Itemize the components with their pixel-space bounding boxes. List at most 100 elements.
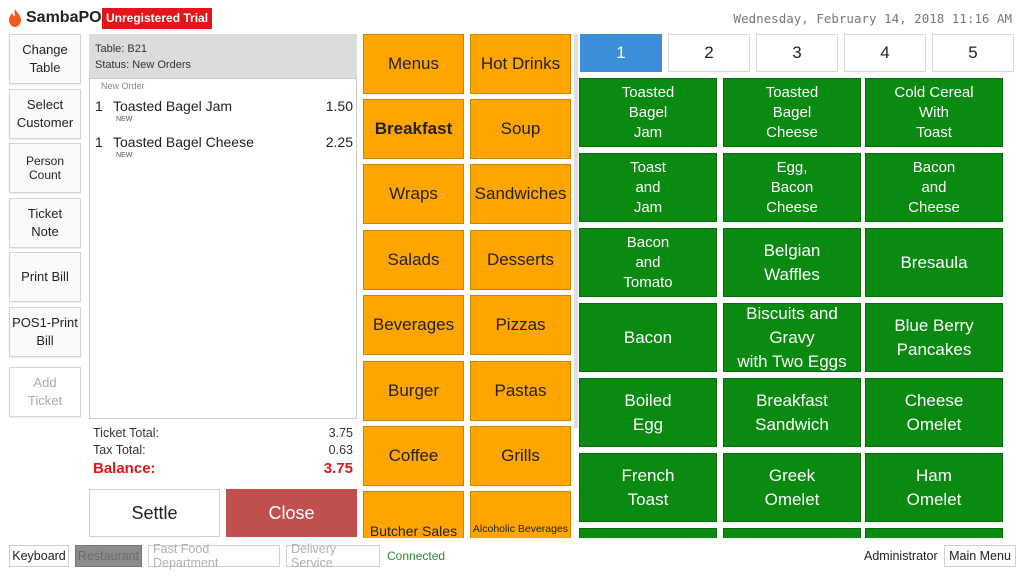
- keyboard-button[interactable]: Keyboard: [9, 545, 69, 567]
- category-grills[interactable]: Grills: [470, 426, 571, 486]
- product-button[interactable]: Bacon: [579, 303, 717, 372]
- order-row[interactable]: 1 Toasted Bagel Jam 1.50 NEW: [95, 98, 353, 132]
- product-button[interactable]: Toasted Bagel Cheese: [723, 78, 861, 147]
- category-soup[interactable]: Soup: [470, 99, 571, 159]
- tax-total-label: Tax Total:: [93, 443, 146, 457]
- app-name: SambaPOS: [26, 9, 113, 26]
- product-button[interactable]: [579, 528, 717, 538]
- product-button[interactable]: French Toast: [579, 453, 717, 522]
- connection-status: Connected: [387, 549, 446, 563]
- category-salads[interactable]: Salads: [363, 230, 464, 290]
- datetime-display: Wednesday, February 14, 2018 11:16 AM: [733, 11, 1012, 26]
- order-new-tag: NEW: [116, 152, 133, 159]
- page-tab-5[interactable]: 5: [932, 34, 1014, 72]
- category-beverages[interactable]: Beverages: [363, 295, 464, 355]
- add-ticket-label: Add Ticket: [27, 375, 63, 408]
- print-bill-button[interactable]: Print Bill: [9, 252, 81, 302]
- header: SambaPOS Unregistered Trial Wednesday, F…: [0, 0, 1024, 34]
- bottom-bar: Keyboard Restaurant Fast Food Department…: [0, 540, 1024, 576]
- tax-total-value: 0.63: [328, 443, 353, 457]
- ticket-total-label: Ticket Total:: [93, 426, 159, 440]
- balance-row: Balance: 3.75: [93, 460, 353, 480]
- order-new-tag: NEW: [116, 116, 133, 123]
- flame-logo-icon: [9, 9, 21, 27]
- category-scrollbar[interactable]: [574, 34, 578, 428]
- order-name: Toasted Bagel Jam: [113, 98, 233, 114]
- order-list[interactable]: New Order 1 Toasted Bagel Jam 1.50 NEW 1…: [89, 78, 357, 419]
- balance-value: 3.75: [323, 460, 353, 477]
- product-button[interactable]: Bacon and Cheese: [865, 153, 1003, 222]
- category-desserts[interactable]: Desserts: [470, 230, 571, 290]
- product-button[interactable]: Egg, Bacon Cheese: [723, 153, 861, 222]
- app-logo: SambaPOS: [8, 7, 112, 29]
- select-customer-label: Select Customer: [16, 97, 74, 130]
- order-qty: 1: [95, 98, 103, 114]
- settle-button[interactable]: Settle: [89, 489, 220, 537]
- trial-badge: Unregistered Trial: [102, 8, 213, 29]
- product-button[interactable]: Bacon and Tomato: [579, 228, 717, 297]
- order-row[interactable]: 1 Toasted Bagel Cheese 2.25 NEW: [95, 134, 353, 168]
- change-table-button[interactable]: Change Table: [9, 34, 81, 84]
- product-button[interactable]: Toasted Bagel Jam: [579, 78, 717, 147]
- ticket-note-button[interactable]: Ticket Note: [9, 198, 81, 248]
- category-breakfast[interactable]: Breakfast: [363, 99, 464, 159]
- order-qty: 1: [95, 134, 103, 150]
- restaurant-button[interactable]: Restaurant: [75, 545, 142, 567]
- order-price: 1.50: [325, 98, 353, 114]
- fast-food-department-button[interactable]: Fast Food Department: [148, 542, 280, 570]
- category-burger[interactable]: Burger: [363, 361, 464, 421]
- product-button[interactable]: Ham Omelet: [865, 453, 1003, 522]
- delivery-service-button[interactable]: Delivery Service: [286, 542, 380, 570]
- add-ticket-button[interactable]: Add Ticket: [9, 367, 81, 417]
- main-menu-button[interactable]: Main Menu: [944, 545, 1016, 567]
- category-wraps[interactable]: Wraps: [363, 164, 464, 224]
- product-button[interactable]: Boiled Egg: [579, 378, 717, 447]
- select-customer-button[interactable]: Select Customer: [9, 89, 81, 139]
- product-grid: Toasted Bagel Jam Toasted Bagel Cheese Col…: [579, 78, 1016, 538]
- ticket-status: Status: New Orders: [95, 59, 191, 71]
- change-table-label: Change Table: [22, 42, 68, 75]
- category-hot-drinks[interactable]: Hot Drinks: [470, 34, 571, 94]
- category-alcoholic-beverages[interactable]: Alcoholic Beverages: [470, 491, 571, 538]
- close-button[interactable]: Close: [226, 489, 357, 537]
- order-name: Toasted Bagel Cheese: [113, 134, 254, 150]
- product-button[interactable]: [865, 528, 1003, 538]
- ticket-total-row: Ticket Total: 3.75: [93, 426, 353, 443]
- product-button[interactable]: Cheese Omelet: [865, 378, 1003, 447]
- product-button[interactable]: Cold Cereal With Toast: [865, 78, 1003, 147]
- category-butcher-sales[interactable]: Butcher Sales: [363, 491, 464, 538]
- table-label: Table: B21: [95, 43, 147, 55]
- print-bill-label: Print Bill: [21, 269, 69, 284]
- product-button[interactable]: Biscuits and Gravy with Two Eggs: [723, 303, 861, 372]
- pos1-print-bill-label: POS1-Print Bill: [12, 315, 78, 348]
- balance-label: Balance:: [93, 460, 156, 477]
- order-price: 2.25: [325, 134, 353, 150]
- product-button[interactable]: Bresaula: [865, 228, 1003, 297]
- category-menus[interactable]: Menus: [363, 34, 464, 94]
- product-button[interactable]: Greek Omelet: [723, 453, 861, 522]
- product-button[interactable]: Toast and Jam: [579, 153, 717, 222]
- page-tab-2[interactable]: 2: [668, 34, 750, 72]
- ticket-totals: Ticket Total: 3.75 Tax Total: 0.63 Balan…: [93, 426, 353, 480]
- category-grid: Menus Hot Drinks Breakfast Soup Wraps Sa…: [363, 34, 573, 538]
- person-count-label: Person Count: [25, 154, 65, 182]
- category-coffee[interactable]: Coffee: [363, 426, 464, 486]
- ticket-header: Table: B21 Status: New Orders: [89, 34, 357, 78]
- tax-total-row: Tax Total: 0.63: [93, 443, 353, 460]
- product-button[interactable]: Breakfast Sandwich: [723, 378, 861, 447]
- category-sandwiches[interactable]: Sandwiches: [470, 164, 571, 224]
- category-pastas[interactable]: Pastas: [470, 361, 571, 421]
- person-count-button[interactable]: Person Count: [9, 143, 81, 193]
- page-tab-4[interactable]: 4: [844, 34, 926, 72]
- page-tab-3[interactable]: 3: [756, 34, 838, 72]
- pos1-print-bill-button[interactable]: POS1-Print Bill: [9, 307, 81, 357]
- product-button[interactable]: Belgian Waffles: [723, 228, 861, 297]
- product-button[interactable]: Blue Berry Pancakes: [865, 303, 1003, 372]
- current-user: Administrator: [864, 549, 938, 563]
- product-button[interactable]: [723, 528, 861, 538]
- ticket-total-value: 3.75: [328, 426, 353, 440]
- ticket-note-label: Ticket Note: [27, 206, 63, 239]
- category-pizzas[interactable]: Pizzas: [470, 295, 571, 355]
- page-tab-1[interactable]: 1: [580, 34, 662, 72]
